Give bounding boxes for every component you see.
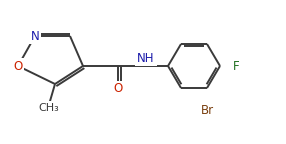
Text: O: O [113,83,123,95]
Text: F: F [233,59,239,72]
Text: N: N [31,30,39,42]
Text: O: O [13,59,23,72]
Text: NH: NH [137,52,155,65]
Text: Br: Br [200,105,214,118]
Text: CH₃: CH₃ [39,103,59,113]
